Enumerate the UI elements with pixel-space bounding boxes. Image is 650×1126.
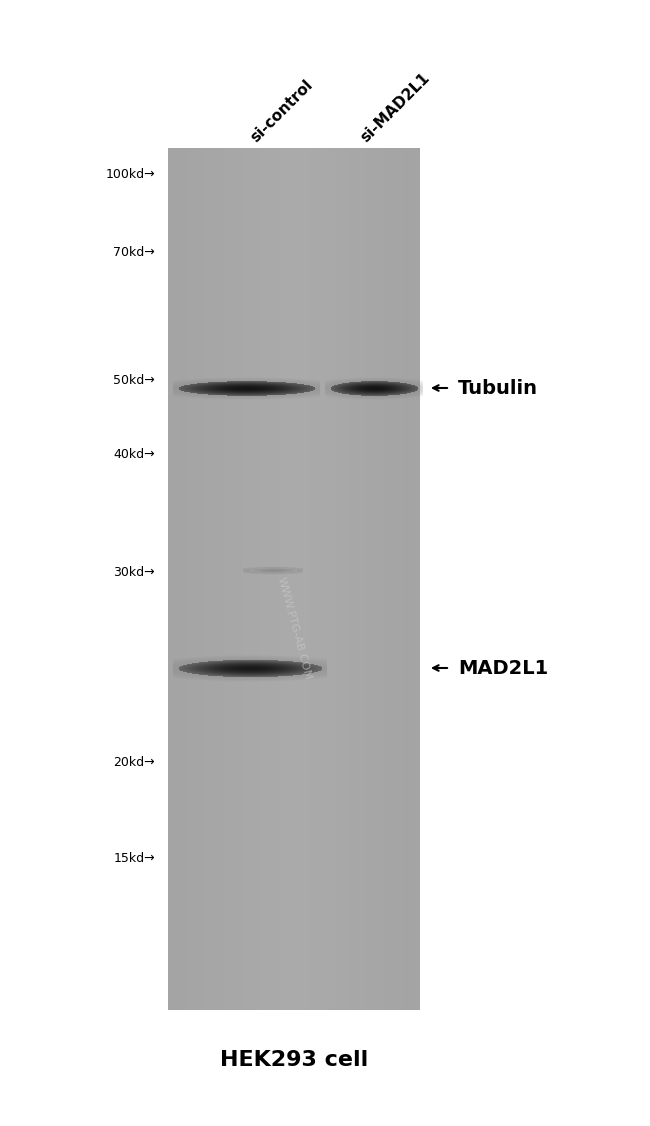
Text: Tubulin: Tubulin [458,378,538,397]
Text: si-MAD2L1: si-MAD2L1 [358,70,433,145]
Text: 70kd→: 70kd→ [113,247,155,259]
Text: 40kd→: 40kd→ [113,447,155,461]
Text: WWW.PTG-AB.COM: WWW.PTG-AB.COM [276,577,313,681]
Text: MAD2L1: MAD2L1 [458,659,548,678]
Text: 30kd→: 30kd→ [113,565,155,579]
Text: 50kd→: 50kd→ [113,374,155,386]
Text: 20kd→: 20kd→ [113,756,155,769]
Text: 15kd→: 15kd→ [113,851,155,865]
Text: si-control: si-control [248,77,316,145]
Text: 100kd→: 100kd→ [105,169,155,181]
Text: HEK293 cell: HEK293 cell [220,1051,368,1070]
